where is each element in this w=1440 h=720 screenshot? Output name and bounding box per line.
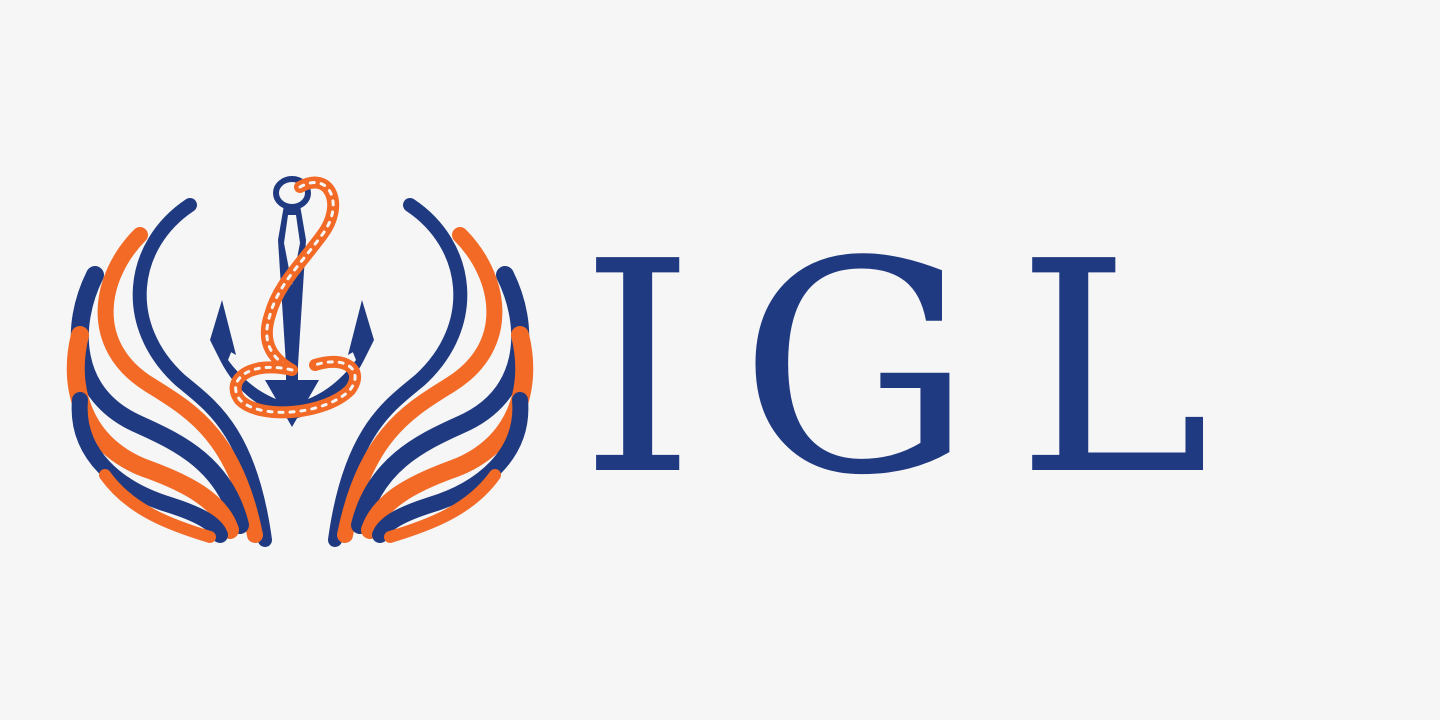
company-name: IGL: [580, 205, 1360, 505]
left-wing-icon: [66, 198, 272, 547]
wordmark-svg: IGL: [580, 199, 1360, 539]
right-wing-icon: [328, 198, 534, 547]
company-wordmark: IGL: [580, 199, 1380, 539]
anchor-icon: [210, 176, 374, 427]
rope-icon: [229, 176, 361, 419]
anchor-wings-emblem-icon: [66, 176, 534, 547]
